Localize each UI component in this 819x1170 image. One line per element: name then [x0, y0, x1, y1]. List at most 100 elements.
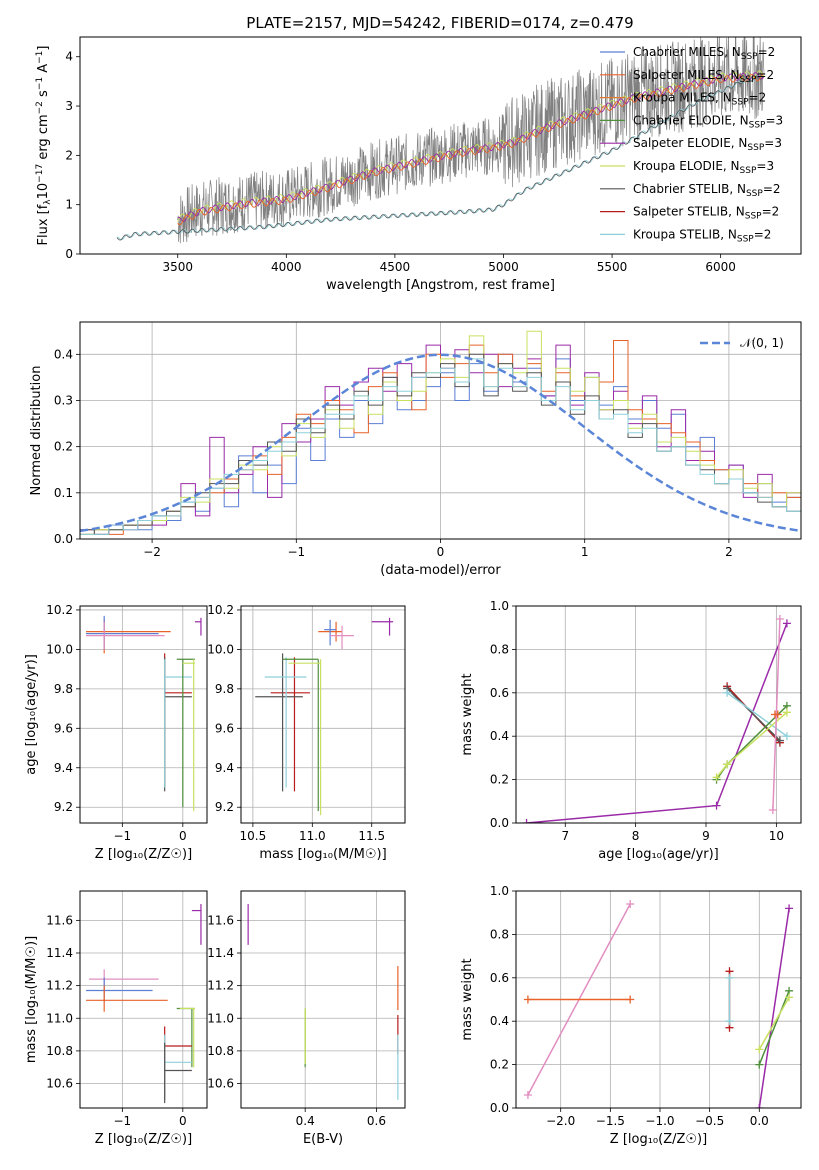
- y-tick-label: 11.0: [46, 1011, 73, 1025]
- axes-frame: [79, 890, 208, 1109]
- weight-marker: [782, 708, 791, 717]
- y-tick-label: 0.0: [54, 532, 73, 546]
- x-axis-label: wavelength [Angstrom, rest frame]: [326, 278, 555, 293]
- x-tick-label: −1.0: [645, 1114, 674, 1128]
- y-axis-label: mass weight: [460, 673, 475, 755]
- y-tick-label: 9.6: [215, 721, 234, 735]
- weight-marker: [626, 900, 635, 909]
- weight-marker: [775, 615, 784, 624]
- weight-line-kroupa_elodie: [758, 996, 790, 1050]
- weight-marker: [712, 773, 721, 782]
- axes-frame: [515, 605, 802, 824]
- y-tick-label: 0.6: [490, 686, 509, 700]
- spectrum-axes: 3500 4000 4500 5000 5500 6000 0 1 2 3 4 wavelength …: [35, 36, 802, 293]
- age_vs_mass-plot: [255, 617, 394, 816]
- x-tick-label: 10.5: [240, 829, 267, 843]
- age_vs_z-axes: −1 0 9.2 9.4 9.6 9.8 10.0 10.2 Z [log₁₀(Z/Z☉)] ag…: [24, 603, 208, 862]
- weight_vs_age-axes: 7 8 9 10 0.0 0.2 0.4 0.6 0.8 1.0 age [log₁₀(age/yr…: [460, 599, 802, 862]
- y-tick-label: 10.6: [46, 1077, 73, 1091]
- y-axis-label: mass weight: [460, 958, 475, 1040]
- y-tick-label: 0.1: [54, 486, 73, 500]
- age_vs_mass-grid: [241, 606, 405, 823]
- spectrum-legend: Chabrier MILES, NSSP=2 Salpeter MILES, NS…: [600, 45, 783, 244]
- legend-entry: Kroupa STELIB, NSSP=2: [633, 227, 771, 244]
- y-tick-label: 9.2: [54, 800, 73, 814]
- weight-line-chabrier_elodie: [758, 990, 790, 1065]
- x-tick-label: 11.5: [358, 829, 385, 843]
- weight-marker: [725, 973, 734, 982]
- y-tick-label: 9.4: [215, 761, 234, 775]
- weight_vs_z-plot: [523, 900, 794, 1108]
- weight-marker: [725, 1017, 734, 1026]
- legend-entry: Chabrier ELODIE, NSSP=3: [633, 113, 783, 130]
- y-tick-label: 0: [65, 247, 73, 261]
- y-tick-label: 0.4: [490, 729, 509, 743]
- x-tick-label: 9: [702, 829, 710, 843]
- legend-entry: Salpeter MILES, NSSP=2: [633, 68, 774, 85]
- y-tick-label: 10.8: [207, 1044, 234, 1058]
- x-tick-label: 10: [769, 829, 784, 843]
- y-tick-label: 1.0: [490, 884, 509, 898]
- weight-marker: [522, 819, 531, 823]
- x-tick-label: 8: [632, 829, 640, 843]
- x-tick-label: −2: [143, 545, 161, 559]
- y-tick-label: 1: [65, 198, 73, 212]
- y-axis-label: age [log₁₀(age/yr)]: [24, 654, 39, 775]
- histogram-chabrier_miles: [80, 353, 801, 539]
- legend-entry: Salpeter ELODIE, NSSP=3: [633, 136, 782, 153]
- x-tick-label: −2.0: [546, 1114, 575, 1128]
- x-tick-label: −0.5: [695, 1114, 724, 1128]
- y-axis-label: Normed distribution: [29, 366, 44, 496]
- x-axis-label: mass [log₁₀(M/M☉)]: [259, 847, 386, 862]
- age_vs_mass-axes: 10.5 11.0 11.5 9.2 9.4 9.6 9.8 10.0 10.2 mass [lo…: [207, 603, 406, 862]
- weight-marker: [723, 688, 732, 697]
- x-tick-label: 0: [179, 829, 187, 843]
- residuals-axes: −2 −1 0 1 2 0.0 0.1 0.2 0.3 0.4 (data-model)/error…: [29, 321, 802, 578]
- x-axis-label: (data-model)/error: [380, 563, 501, 578]
- model-line-kroupa_stelib: [116, 75, 764, 241]
- y-tick-label: 1.0: [490, 599, 509, 613]
- y-tick-label: 0.8: [490, 927, 509, 941]
- weight-marker: [782, 619, 791, 628]
- x-tick-label: 0: [437, 545, 445, 559]
- mass_vs_z-grid: [80, 891, 207, 1108]
- x-tick-label: 0: [179, 1114, 187, 1128]
- y-tick-label: 10.2: [207, 603, 234, 617]
- y-tick-label: 10.0: [207, 642, 234, 656]
- y-tick-label: 0.0: [490, 816, 509, 830]
- weight-marker: [785, 993, 794, 1002]
- weight-marker: [523, 995, 532, 1004]
- mass_vs_ebv-axes: 0.4 0.6 10.6 10.8 11.0 11.2 11.4 11.6 E(B-V): [207, 890, 406, 1147]
- y-tick-label: 0.2: [490, 1058, 509, 1072]
- y-axis-label: Flux [fλ10−17 erg cm−2 s−1 A−1]: [35, 46, 53, 246]
- panels: 3500 4000 4500 5000 5500 6000 0 1 2 3 4 wavelength …: [24, 36, 802, 1147]
- y-tick-label: 9.6: [54, 721, 73, 735]
- y-axis-label: mass [log₁₀(M/M☉)]: [24, 936, 39, 1063]
- x-axis-label: Z [log₁₀(Z/Z☉)]: [95, 847, 192, 862]
- axes-frame: [79, 321, 802, 540]
- y-tick-label: 2: [65, 148, 73, 162]
- weight-marker: [782, 732, 791, 741]
- mass_vs_z-plot: [86, 904, 202, 1104]
- age_vs_z-grid: [80, 606, 207, 823]
- weight-marker: [775, 736, 784, 745]
- y-tick-label: 10.2: [46, 603, 73, 617]
- y-tick-label: 11.4: [207, 946, 234, 960]
- legend-entry: 𝒩(0, 1): [740, 336, 784, 350]
- weight-marker: [755, 1045, 764, 1054]
- mass_vs_ebv-plot: [247, 904, 399, 1100]
- y-tick-label: 10.6: [207, 1077, 234, 1091]
- x-tick-label: 0.0: [750, 1114, 769, 1128]
- residuals-legend: 𝒩(0, 1): [700, 336, 784, 350]
- x-tick-label: 3500: [162, 260, 193, 274]
- y-tick-label: 4: [65, 50, 73, 64]
- y-tick-label: 3: [65, 99, 73, 113]
- model-line-salpeter_elodie: [177, 72, 765, 222]
- x-tick-label: 5500: [597, 260, 628, 274]
- y-tick-label: 0.4: [490, 1014, 509, 1028]
- weight-line-salpeter_elodie: [758, 908, 790, 1108]
- weight-marker: [785, 904, 794, 913]
- y-tick-label: 11.6: [207, 913, 234, 927]
- legend-entry: Chabrier MILES, NSSP=2: [633, 45, 775, 62]
